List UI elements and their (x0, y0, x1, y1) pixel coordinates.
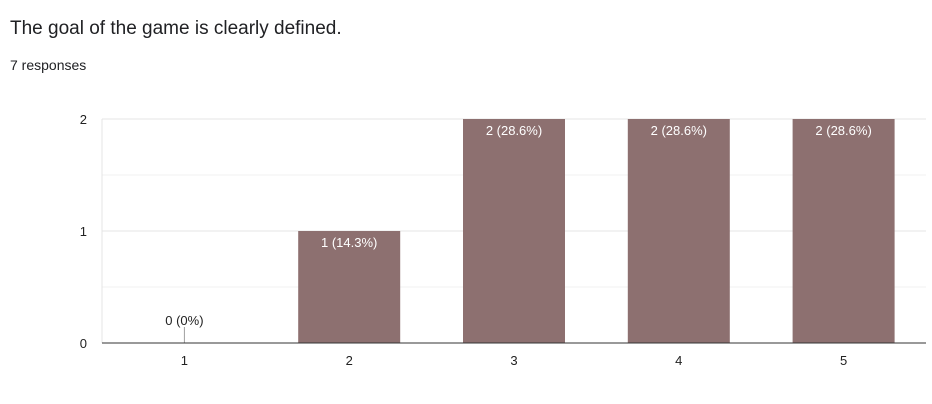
data-label: 2 (28.6%) (486, 123, 542, 138)
x-tick-label: 4 (675, 353, 682, 368)
bar (627, 119, 730, 343)
bar (792, 119, 895, 343)
y-tick-label: 1 (80, 224, 87, 239)
y-tick-label: 0 (80, 336, 87, 351)
x-tick-label: 2 (346, 353, 353, 368)
bar (298, 231, 401, 343)
x-tick-label: 5 (840, 353, 847, 368)
response-count: 7 responses (10, 57, 87, 73)
question-title: The goal of the game is clearly defined. (10, 18, 342, 39)
data-label: 0 (0%) (165, 313, 203, 328)
bar (463, 119, 565, 343)
data-label: 1 (14.3%) (321, 235, 377, 250)
data-label: 2 (28.6%) (815, 123, 871, 138)
y-tick-label: 2 (80, 112, 87, 127)
x-tick-label: 3 (510, 353, 517, 368)
x-tick-label: 1 (181, 353, 188, 368)
data-label: 2 (28.6%) (651, 123, 707, 138)
